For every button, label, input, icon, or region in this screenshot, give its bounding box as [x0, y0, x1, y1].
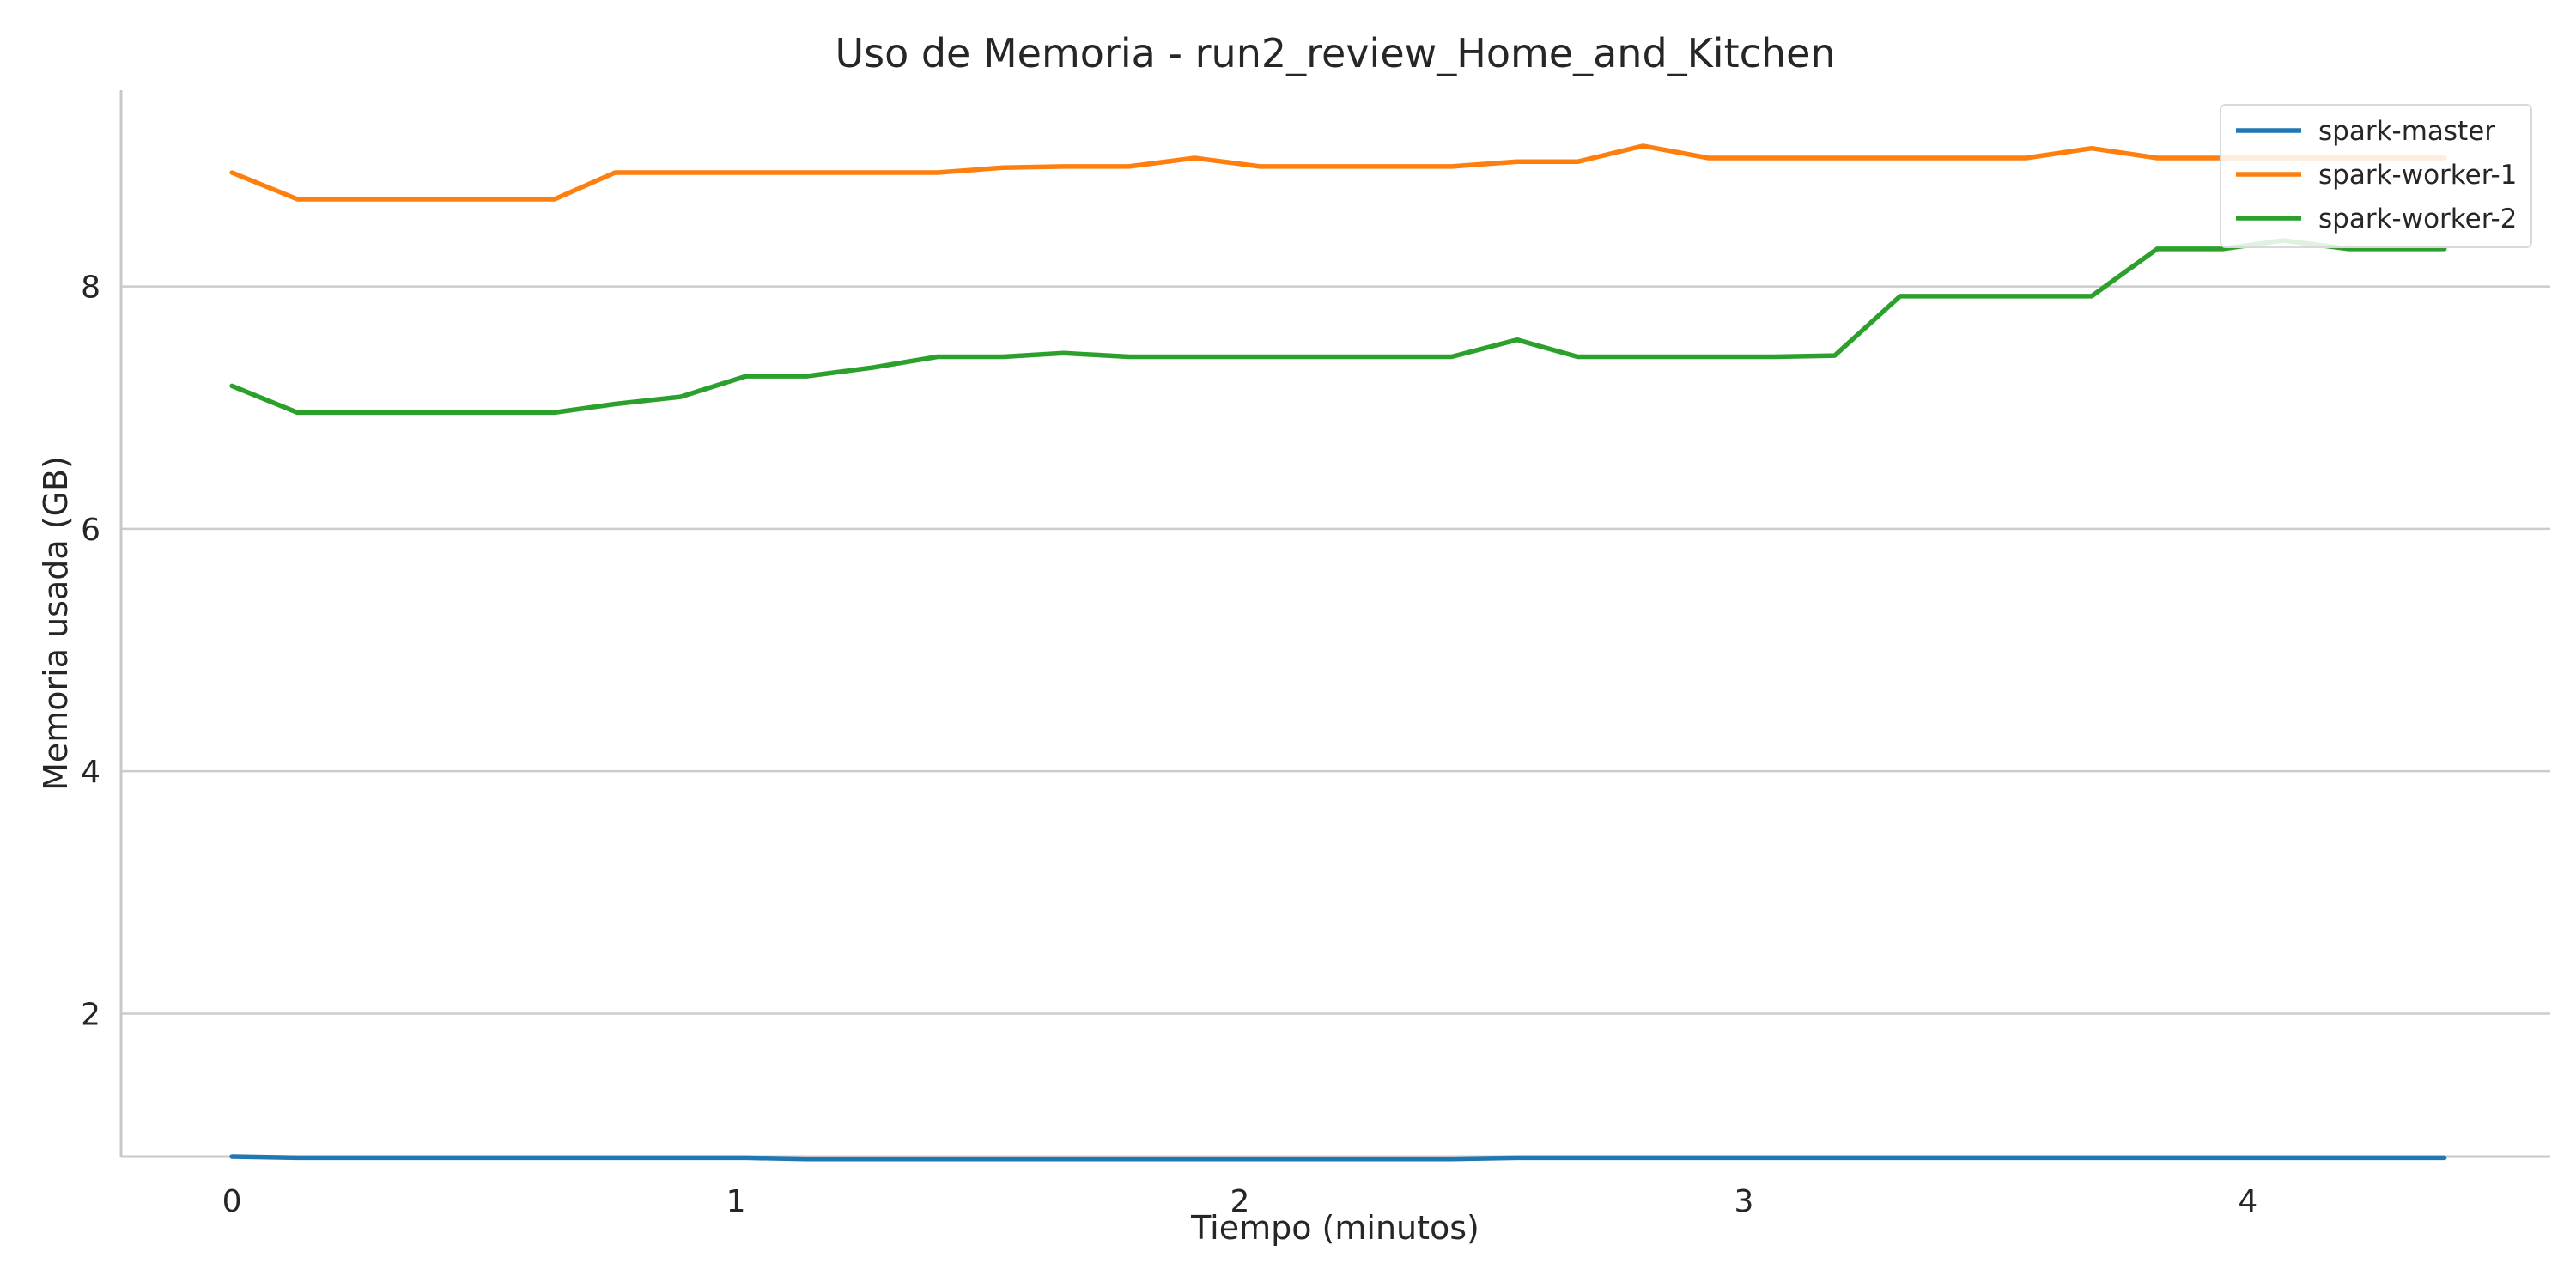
x-tick-label: 1: [726, 1184, 746, 1219]
series-line-spark-worker-1: [229, 143, 2447, 202]
legend-label: spark-worker-2: [2318, 204, 2517, 234]
series-lines: [229, 143, 2447, 1162]
legend-box: [2220, 104, 2532, 248]
x-tick-label: 3: [1734, 1184, 1753, 1219]
y-axis-label: Memoria usada (GB): [37, 456, 75, 791]
series-line-spark-master: [229, 1154, 2447, 1162]
x-tick-label: 4: [2238, 1184, 2257, 1219]
series-line-spark-worker-2: [229, 238, 2447, 416]
legend-label: spark-worker-1: [2318, 160, 2517, 191]
y-tick-labels: 2 4 6 8: [81, 270, 100, 1033]
legend: spark-master spark-worker-1 spark-worker-2: [2220, 104, 2532, 248]
y-tick-label: 6: [81, 513, 100, 548]
y-tick-label: 4: [81, 755, 100, 790]
y-tick-label: 2: [81, 997, 100, 1032]
x-tick-labels: 0 1 2 3 4: [222, 1184, 2258, 1219]
x-tick-label: 0: [222, 1184, 242, 1219]
x-axis-label: Tiempo (minutos): [1190, 1209, 1479, 1247]
y-tick-label: 8: [81, 270, 100, 306]
legend-label: spark-master: [2318, 116, 2495, 147]
x-tick-label: 2: [1230, 1184, 1250, 1219]
chart-title: Uso de Memoria - run2_review_Home_and_Ki…: [835, 30, 1835, 76]
grid-lines: [121, 285, 2550, 1015]
